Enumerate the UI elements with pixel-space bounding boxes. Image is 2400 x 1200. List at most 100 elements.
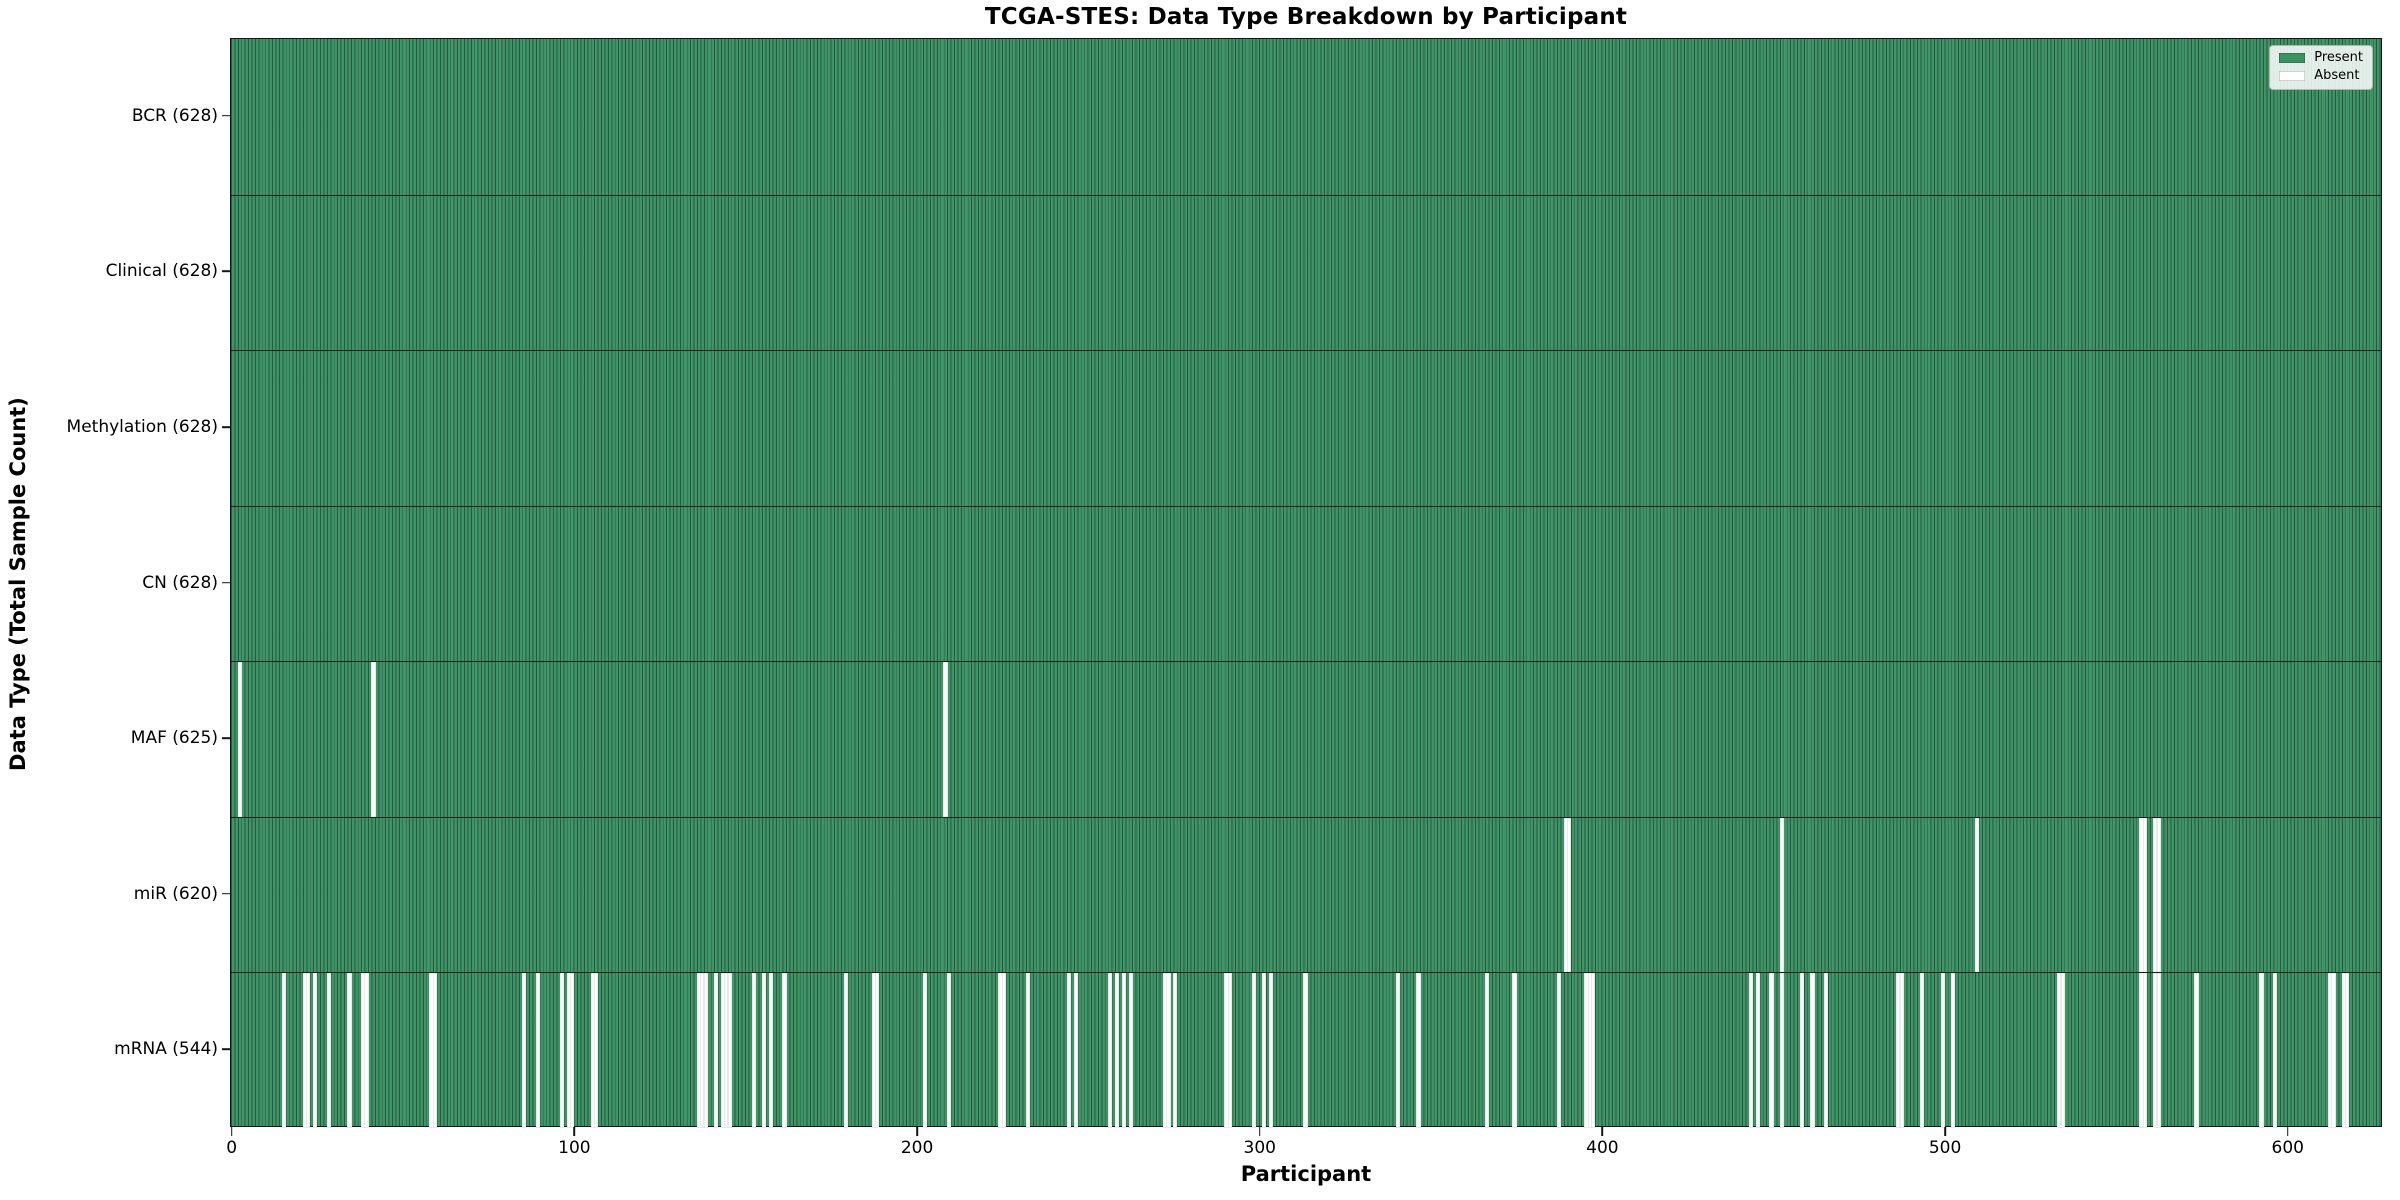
absent-stripe-mRNA bbox=[2060, 973, 2065, 1128]
absent-stripe-mRNA bbox=[1224, 973, 1229, 1128]
absent-stripe-mRNA bbox=[871, 973, 876, 1128]
x-axis-label: Participant bbox=[1240, 1162, 1372, 1186]
absent-stripe-mRNA bbox=[1173, 973, 1178, 1128]
x-tick-label-0: 0 bbox=[226, 1138, 238, 1158]
x-tick-mark bbox=[230, 1127, 233, 1136]
plot-area: Present Absent bbox=[230, 38, 2382, 1128]
absent-stripe-mRNA bbox=[429, 973, 434, 1128]
y-tick-mark bbox=[222, 270, 230, 273]
absent-stripe-miR bbox=[2139, 817, 2144, 973]
absent-stripe-mRNA bbox=[2327, 973, 2333, 1128]
absent-stripe-mRNA bbox=[2139, 973, 2144, 1128]
absent-stripe-mRNA bbox=[282, 973, 287, 1128]
absent-stripe-mRNA bbox=[2273, 973, 2278, 1128]
x-tick-mark bbox=[2286, 1127, 2289, 1136]
absent-stripe-mRNA bbox=[1066, 973, 1072, 1128]
y-tick-label-Methylation: Methylation (628) bbox=[66, 416, 218, 437]
absent-stripe-mRNA bbox=[1920, 973, 1925, 1128]
absent-stripe-mRNA bbox=[1591, 973, 1596, 1128]
absent-stripe-mRNA bbox=[1107, 973, 1113, 1128]
absent-stripe-mRNA bbox=[1162, 973, 1168, 1128]
y-tick-label-miR: miR (620) bbox=[133, 883, 218, 904]
absent-stripe-mRNA bbox=[724, 973, 729, 1128]
absent-stripe-mRNA bbox=[1810, 973, 1815, 1128]
absent-stripe-mRNA bbox=[1899, 973, 1904, 1128]
absent-stripe-mRNA bbox=[1587, 973, 1592, 1128]
absent-stripe-mRNA bbox=[432, 973, 438, 1128]
legend-entry-present: Present bbox=[2279, 50, 2363, 65]
y-tick-label-BCR: BCR (628) bbox=[131, 105, 218, 126]
x-tick-mark bbox=[1601, 1127, 1604, 1136]
absent-stripe-miR bbox=[2153, 817, 2158, 973]
legend-swatch-absent-icon bbox=[2279, 71, 2306, 82]
x-tick-mark bbox=[1258, 1127, 1261, 1136]
absent-stripe-mRNA bbox=[364, 973, 369, 1128]
absent-stripe-mRNA bbox=[566, 973, 571, 1128]
absent-stripe-mRNA bbox=[326, 973, 331, 1128]
y-tick-mark bbox=[222, 581, 230, 584]
absent-stripe-mRNA bbox=[727, 973, 732, 1128]
absent-stripe-mRNA bbox=[593, 973, 599, 1128]
absent-stripe-mRNA bbox=[1769, 973, 1774, 1128]
row-boundary bbox=[231, 505, 2381, 507]
absent-stripe-mRNA bbox=[1114, 973, 1120, 1128]
x-tick-label-500: 500 bbox=[1928, 1138, 1962, 1158]
absent-stripe-mRNA bbox=[700, 973, 705, 1128]
x-tick-label-100: 100 bbox=[558, 1138, 591, 1158]
absent-stripe-miR bbox=[1974, 817, 1980, 973]
absent-stripe-mRNA bbox=[2156, 973, 2161, 1128]
absent-stripe-mRNA bbox=[590, 973, 595, 1128]
legend-label-present: Present bbox=[2314, 50, 2363, 65]
absent-stripe-mRNA bbox=[922, 973, 928, 1128]
legend-swatch-present-icon bbox=[2279, 53, 2306, 64]
y-tick-label-MAF: MAF (625) bbox=[130, 728, 218, 749]
absent-stripe-mRNA bbox=[1779, 973, 1784, 1128]
absent-stripe-mRNA bbox=[1128, 973, 1133, 1128]
absent-stripe-mRNA bbox=[312, 973, 318, 1128]
y-tick-label-mRNA: mRNA (544) bbox=[114, 1039, 218, 1060]
x-tick-mark bbox=[916, 1127, 918, 1136]
absent-stripe-mRNA bbox=[1395, 973, 1401, 1128]
absent-stripe-mRNA bbox=[703, 973, 708, 1128]
absent-stripe-mRNA bbox=[306, 973, 311, 1128]
absent-stripe-mRNA bbox=[535, 973, 540, 1128]
absent-stripe-mRNA bbox=[761, 973, 767, 1128]
absent-stripe-mRNA bbox=[998, 973, 1003, 1128]
y-tick-mark bbox=[222, 737, 230, 739]
absent-stripe-mRNA bbox=[559, 973, 564, 1128]
absent-stripe-mRNA bbox=[1896, 973, 1901, 1128]
x-tick-mark bbox=[573, 1127, 576, 1136]
absent-stripe-miR bbox=[2156, 817, 2161, 973]
absent-stripe-miR bbox=[2142, 817, 2148, 973]
row-boundary bbox=[231, 972, 2381, 974]
x-tick-label-300: 300 bbox=[1243, 1138, 1276, 1158]
absent-stripe-mRNA bbox=[1755, 973, 1760, 1128]
absent-stripe-mRNA bbox=[1800, 973, 1805, 1128]
absent-stripe-mRNA bbox=[1940, 973, 1945, 1128]
absent-stripe-mRNA bbox=[2259, 973, 2264, 1128]
absent-stripe-mRNA bbox=[2345, 973, 2350, 1128]
absent-stripe-mRNA bbox=[1512, 973, 1517, 1128]
absent-stripe-mRNA bbox=[1303, 973, 1308, 1128]
absent-stripe-MAF bbox=[237, 662, 242, 817]
y-tick-mark bbox=[222, 114, 230, 117]
y-tick-label-CN: CN (628) bbox=[142, 572, 218, 593]
absent-stripe-mRNA bbox=[1269, 973, 1274, 1128]
row-boundary bbox=[231, 816, 2381, 818]
x-tick-label-600: 600 bbox=[2271, 1138, 2304, 1158]
absent-stripe-mRNA bbox=[521, 973, 527, 1128]
absent-stripe-mRNA bbox=[2142, 973, 2148, 1128]
absent-stripe-mRNA bbox=[2331, 973, 2336, 1128]
absent-stripe-mRNA bbox=[1416, 973, 1421, 1128]
absent-stripe-mRNA bbox=[360, 973, 366, 1128]
absent-stripe-MAF bbox=[943, 662, 948, 817]
absent-stripe-mRNA bbox=[696, 973, 702, 1128]
absent-stripe-mRNA bbox=[2341, 973, 2346, 1128]
absent-stripe-mRNA bbox=[1121, 973, 1126, 1128]
absent-stripe-mRNA bbox=[302, 973, 307, 1128]
absent-stripe-mRNA bbox=[782, 973, 787, 1128]
absent-stripe-mRNA bbox=[1824, 973, 1829, 1128]
y-tick-mark bbox=[222, 426, 230, 428]
y-tick-mark bbox=[222, 1048, 230, 1050]
